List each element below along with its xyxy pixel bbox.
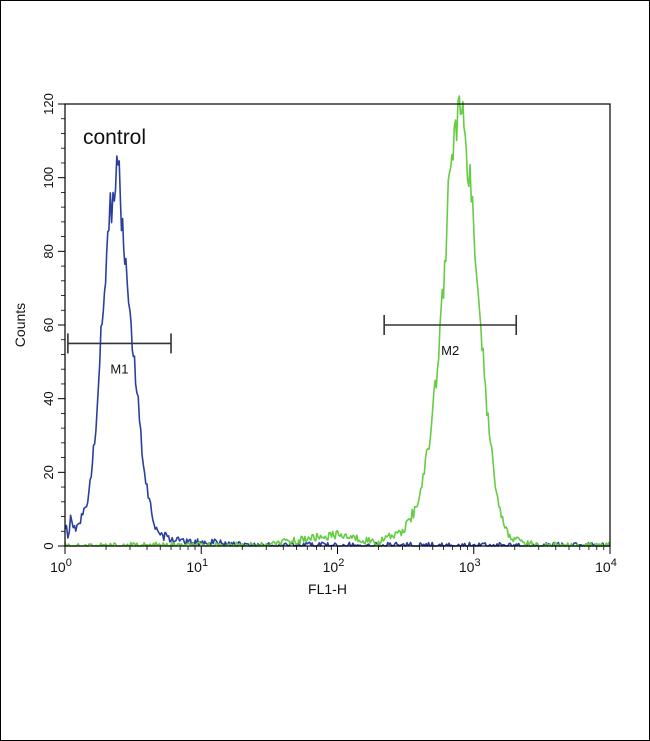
x-axis-label: FL1-H [308, 581, 347, 597]
axis-ticks: 0 20 40 60 80 100 120 100 101 102 103 104 [41, 93, 617, 575]
marker-m1: M1 [67, 333, 172, 376]
series-1-line [64, 155, 610, 547]
marker-label: M2 [441, 343, 459, 358]
y-tick-label: 80 [41, 244, 56, 258]
x-tick-label: 100 [50, 557, 72, 575]
control-annotation: control [83, 126, 146, 149]
x-tick-label: 102 [323, 557, 345, 575]
y-tick-label: 60 [41, 318, 56, 332]
y-axis-label: Counts [12, 303, 28, 347]
y-tick-label: 0 [41, 542, 56, 549]
y-tick-label: 120 [41, 93, 56, 115]
series-2-line [64, 95, 611, 547]
y-tick-label: 100 [41, 167, 56, 189]
plot-area [64, 103, 611, 547]
series-layer [64, 95, 611, 547]
y-tick-label: 20 [41, 465, 56, 479]
x-tick-label: 103 [459, 557, 481, 575]
marker-m2: M2 [383, 315, 518, 358]
x-tick-label: 104 [595, 557, 617, 575]
gate-markers: M1 M2 [67, 315, 518, 376]
y-tick-label: 40 [41, 391, 56, 405]
marker-label: M1 [110, 361, 128, 376]
x-tick-label: 101 [186, 557, 208, 575]
axis-labels: Counts FL1-H control [12, 126, 347, 597]
